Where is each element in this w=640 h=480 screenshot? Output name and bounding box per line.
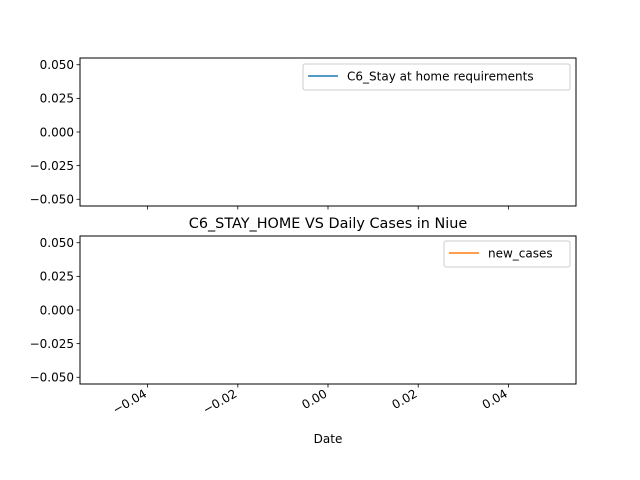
- y-tick-label: 0.050: [40, 58, 74, 72]
- top-subplot: 0.050 0.025 0.000 −0.025 −0.050 C6_Stay at h…: [30, 57, 577, 210]
- top-legend: C6_Stay at home requirements: [302, 63, 571, 91]
- bottom-legend: new_cases: [443, 240, 571, 268]
- y-tick-label: −0.050: [30, 193, 74, 207]
- y-tick-label: 0.025: [40, 92, 74, 106]
- bottom-legend-label: new_cases: [488, 247, 553, 261]
- y-tick-label: 0.000: [40, 303, 74, 317]
- y-tick-label: −0.025: [30, 159, 74, 173]
- top-axis-ticks: 0.050 0.025 0.000 −0.025 −0.050: [30, 58, 509, 210]
- y-tick-label: 0.050: [40, 236, 74, 250]
- y-tick-label: −0.050: [30, 371, 74, 385]
- y-tick-label: −0.025: [30, 337, 74, 351]
- top-legend-box: [302, 63, 571, 91]
- y-tick-label: 0.025: [40, 270, 74, 284]
- x-axis-label: Date: [314, 432, 343, 446]
- bottom-legend-box: [443, 240, 571, 268]
- top-legend-label: C6_Stay at home requirements: [347, 70, 534, 84]
- y-tick-label: 0.000: [40, 125, 74, 139]
- chart-title: C6_STAY_HOME VS Daily Cases in Niue: [189, 216, 468, 232]
